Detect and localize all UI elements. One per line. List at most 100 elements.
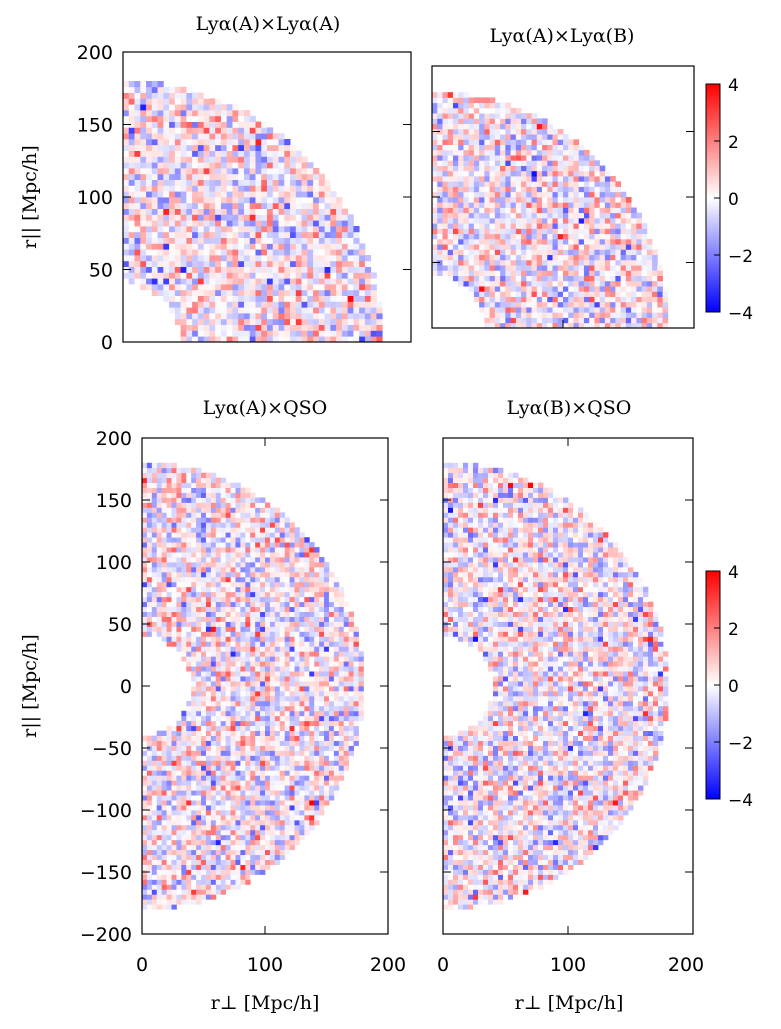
heatmap-cell [240,596,246,603]
heatmap-cell [140,278,147,285]
heatmap-cell [531,244,538,250]
heatmap-cell [181,874,187,880]
heatmap-cell [324,301,331,308]
heatmap-cell [295,272,302,279]
heatmap-cell [230,735,236,741]
heatmap-cell [176,542,182,548]
heatmap-cell [359,266,366,273]
heatmap-cell [240,517,246,523]
heatmap-cell [245,557,251,563]
heatmap-cell [463,259,470,266]
heatmap-cell [201,750,207,756]
heatmap-cell [191,740,197,746]
heatmap-cell [142,770,148,776]
heatmap-cell [192,162,199,169]
heatmap-cell [181,646,187,652]
heatmap-cell [156,834,163,841]
heatmap-cell [531,233,538,240]
heatmap-cell [250,869,256,875]
heatmap-cell [201,641,207,647]
heatmap-cell [563,217,569,224]
heatmap-cell [225,740,231,746]
heatmap-cell [473,280,480,287]
heatmap-cell [547,307,553,313]
heatmap-cell [250,571,256,578]
heatmap-cell [226,278,233,285]
heatmap-cell [479,307,485,313]
heatmap-cell [290,202,297,209]
heatmap-cell [166,760,172,766]
heatmap-cell [196,765,202,771]
heatmap-cell [479,296,485,303]
heatmap-cell [128,98,135,105]
heatmap-cell [494,286,501,292]
heatmap-cell [353,243,360,250]
heatmap-cell [578,155,585,161]
heatmap-cell [220,208,228,215]
heatmap-cell [458,275,464,282]
heatmap-cell [307,260,314,267]
heatmap-cell [599,296,606,303]
heatmap-cell [489,249,496,256]
heatmap-cell [505,113,511,119]
heatmap-cell [536,170,543,177]
heatmap-cell [161,800,167,806]
heatmap-cell [220,636,227,642]
heatmap-cell [245,497,251,503]
heatmap-cell [594,270,601,276]
heatmap-cell [347,336,354,343]
heatmap-cell [196,641,202,647]
heatmap-cell [336,231,343,238]
heatmap-cell [243,266,251,273]
heatmap-cell [359,278,366,285]
heatmap-cell [515,134,522,140]
heatmap-cell [240,661,246,667]
heatmap-cell [245,532,251,538]
heatmap-cell [197,220,205,227]
heatmap-cell [174,284,181,291]
heatmap-cell [307,295,314,302]
heatmap-cell [235,695,241,702]
heatmap-cell [181,616,187,622]
heatmap-cell [249,289,256,296]
heatmap-cell [573,191,580,198]
heatmap-cell [267,179,274,186]
heatmap-cell [226,249,233,256]
heatmap-cell [505,244,511,250]
heatmap-cell [250,770,256,776]
heatmap-cell [295,168,302,175]
heatmap-cell [240,790,246,796]
heatmap-cell [156,904,163,910]
heatmap-cell [186,86,193,93]
heatmap-cell [432,181,438,187]
heatmap-cell [240,775,246,781]
heatmap-cell [171,904,177,910]
heatmap-cell [364,260,372,267]
heatmap-cell [235,581,241,588]
heatmap-cell [186,487,192,493]
heatmap-cell [255,730,261,736]
heatmap-cell [171,492,177,498]
heatmap-cell [510,118,517,125]
heatmap-cell [210,507,217,513]
heatmap-cell [181,740,187,746]
heatmap-cell [249,330,256,337]
heatmap-cell [515,322,522,329]
heatmap-cell [625,244,632,250]
heatmap-cell [250,631,256,637]
heatmap-cell [542,123,548,130]
heatmap-cell [552,270,559,276]
heatmap-cell [494,249,501,256]
heatmap-cell [205,810,212,816]
heatmap-cell [171,829,177,836]
heatmap-cell [364,295,372,302]
heatmap-cell [230,681,236,687]
heatmap-cell [146,249,153,256]
heatmap-cell [240,616,246,622]
heatmap-cell [174,220,181,227]
heatmap-cell [494,144,501,151]
heatmap-cell [573,139,580,145]
heatmap-cell [176,834,182,841]
heatmap-cell [197,272,205,279]
